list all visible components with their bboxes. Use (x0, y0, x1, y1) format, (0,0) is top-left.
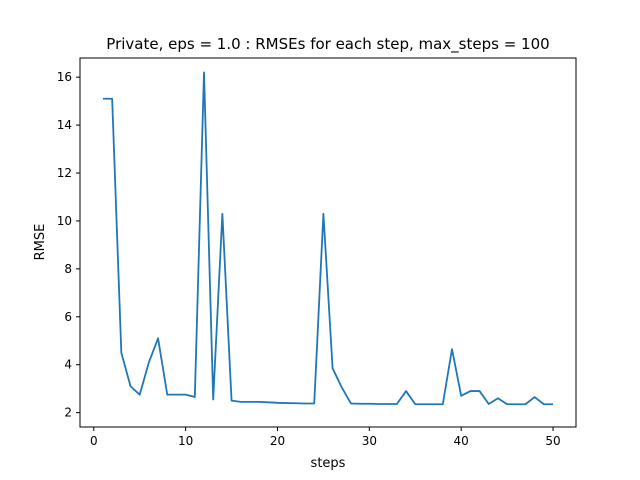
x-tick-label: 30 (362, 434, 377, 448)
x-tick-label: 20 (270, 434, 285, 448)
y-tick-label: 16 (57, 70, 72, 84)
y-tick-label: 4 (64, 358, 72, 372)
series-line (102, 71, 554, 406)
y-tick-label: 2 (64, 406, 72, 420)
y-tick-label: 8 (64, 262, 72, 276)
y-tick-label: 14 (57, 118, 72, 132)
axes-frame (79, 57, 577, 428)
x-axis-label: steps (311, 456, 346, 471)
y-tick-label: 10 (57, 214, 72, 228)
x-tick-label: 10 (178, 434, 193, 448)
y-axis-label: RMSE (33, 224, 48, 261)
plot-area: 0 10 20 30 40 50 2 4 6 8 10 12 14 16 (57, 57, 577, 448)
chart-title: Private, eps = 1.0 : RMSEs for each step… (106, 35, 549, 54)
x-tick-label: 50 (545, 434, 560, 448)
x-tick-label: 40 (454, 434, 469, 448)
y-tick-label: 6 (64, 310, 72, 324)
x-tick-label: 0 (90, 434, 98, 448)
y-tick-label: 12 (57, 166, 72, 180)
